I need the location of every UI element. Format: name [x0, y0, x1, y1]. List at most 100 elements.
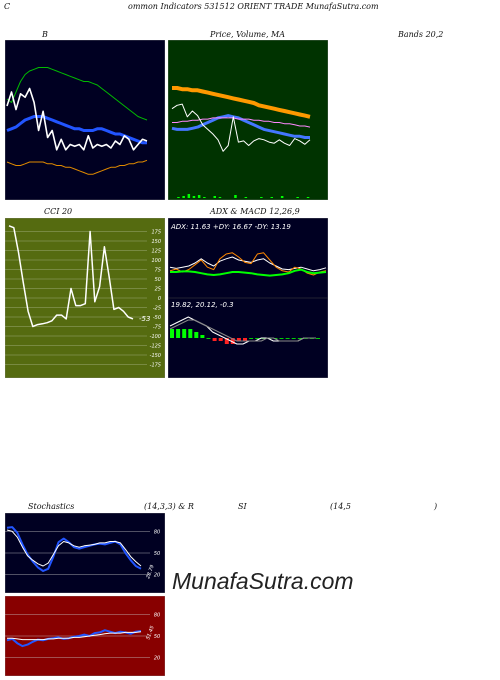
- rsi-tick-label: 80: [154, 612, 160, 618]
- price-ma_short-line: [172, 117, 311, 128]
- volume-bar: [306, 197, 310, 198]
- cci-tick-label: 125: [151, 249, 161, 255]
- cci-tick-label: 100: [151, 258, 161, 264]
- watermark: MunafaSutra.com: [172, 568, 354, 594]
- bb-middle-line: [6, 115, 147, 145]
- rsi-panel: 80 50 20 51.45: [5, 596, 165, 676]
- cci-tick-label: 150: [151, 239, 161, 245]
- volume-bar: [244, 197, 248, 198]
- price-ma_long-line: [172, 86, 311, 119]
- cci-last-value: -53: [139, 315, 150, 323]
- stoch-title-5: ): [434, 502, 438, 511]
- adx-title: ADX & MACD 12,26,9: [210, 207, 300, 216]
- macd-histogram-bar: [316, 338, 320, 339]
- rsi-last-value: 51.45: [145, 625, 156, 641]
- macd-label: 19.82, 20.12, -0.3: [171, 301, 234, 309]
- macd-histogram-bar: [170, 329, 174, 338]
- macd-histogram-bar: [279, 338, 284, 339]
- macd-histogram-bar: [200, 335, 205, 338]
- stoch-panel: 80 50 20 28.79: [5, 513, 165, 593]
- macd-histogram-bar: [182, 329, 187, 338]
- macd-histogram-bar: [188, 329, 193, 338]
- adx-label: ADX: 11.63 +DY: 16.67 -DY: 13.19: [170, 223, 291, 231]
- bands-title: Bands 20,2: [398, 30, 444, 39]
- cci-tick-label: 0: [158, 296, 161, 302]
- macd-histogram-bar: [212, 338, 217, 341]
- cci-tick-label: 25: [155, 287, 161, 293]
- cci-panel: 175 150 125 100 75 50 25 0 -25 -50 -75 -100 -125 -150…: [5, 218, 165, 378]
- cci-tick-label: -25: [153, 306, 161, 312]
- volume-bar: [177, 197, 180, 198]
- cci-tick-label: -50: [153, 315, 161, 321]
- stoch-title-4: (14,5: [330, 502, 351, 511]
- macd-histogram-bar: [255, 338, 260, 339]
- stoch-title-1: Stochastics: [28, 502, 75, 511]
- volume-bar: [260, 197, 263, 198]
- price-price-line: [171, 103, 311, 152]
- page-title: ommon Indicators 531512 ORIENT TRADE Mun…: [128, 2, 379, 11]
- volume-bar: [296, 197, 299, 198]
- macd-histogram-bar: [236, 338, 241, 341]
- macd-histogram-bar: [194, 332, 199, 338]
- volume-bar: [192, 196, 196, 198]
- volume-bar: [197, 195, 201, 198]
- header-left: C: [4, 2, 11, 11]
- bollinger-chart: [5, 40, 165, 200]
- adx-panel: ADX: 11.63 +DY: 16.67 -DY: 13.19 19.82, 2…: [168, 218, 328, 378]
- cci-tick-label: -125: [150, 344, 161, 350]
- adx-macd-chart: ADX: 11.63 +DY: 16.67 -DY: 13.19 19.82, 2…: [168, 218, 328, 378]
- stoch-tick-label: 80: [154, 529, 160, 535]
- volume-bar: [213, 196, 216, 198]
- cci-tick-label: 75: [155, 268, 161, 274]
- macd-histogram-bar: [224, 338, 229, 344]
- adx-minus_di-line: [170, 268, 327, 277]
- volume-bar: [187, 194, 191, 198]
- volume-bar: [234, 195, 237, 198]
- stoch-d-line: [6, 529, 142, 567]
- rsi-chart: 80 50 20 51.45: [5, 596, 165, 676]
- price-title: Price, Volume, MA: [210, 30, 286, 39]
- rsi-tick-label: 50: [154, 634, 160, 640]
- price-panel: [168, 40, 328, 200]
- macd-signal-line: [169, 319, 316, 342]
- bollinger-panel: [5, 40, 165, 200]
- cci-tick-label: -75: [153, 325, 161, 331]
- bb-title: B: [42, 30, 48, 39]
- macd-histogram-bar: [230, 338, 235, 344]
- cci-tick-label: -150: [150, 353, 161, 359]
- bb-price-line: [6, 87, 148, 151]
- rsi-ma-line: [7, 631, 142, 641]
- macd-histogram-bar: [176, 329, 181, 338]
- volume-bar: [182, 196, 185, 198]
- rsi-rsi-line: [6, 629, 142, 648]
- rsi-tick-label: 20: [154, 656, 160, 662]
- stoch-tick-label: 20: [154, 573, 160, 579]
- volume-bar: [218, 197, 222, 198]
- macd-histogram-bar: [297, 338, 302, 339]
- cci-tick-label: -175: [150, 363, 161, 369]
- macd-histogram-bar: [243, 338, 247, 341]
- adx-plus_di-line: [169, 252, 327, 276]
- volume-bar: [270, 197, 273, 198]
- macd-histogram-bar: [273, 338, 278, 339]
- stoch-title-3: SI: [238, 502, 247, 511]
- bb-lower-line: [6, 159, 148, 175]
- adx-adx-line: [169, 256, 327, 272]
- macd-histogram-bar: [249, 338, 254, 339]
- cci-line: [8, 225, 134, 328]
- volume-bar: [203, 197, 206, 198]
- cci-tick-label: -100: [150, 334, 161, 340]
- cci-chart: 175 150 125 100 75 50 25 0 -25 -50 -75 -100 -125 -150…: [5, 218, 165, 378]
- cci-tick-label: 50: [155, 277, 161, 283]
- cci-title: CCI 20: [44, 207, 73, 216]
- stoch-title-2: (14,3,3) & R: [144, 502, 194, 511]
- macd-histogram-bar: [206, 338, 211, 339]
- cci-tick-label: 175: [151, 230, 161, 236]
- bb-upper-line: [6, 67, 148, 121]
- volume-bar: [280, 196, 284, 198]
- stoch-tick-label: 50: [154, 551, 160, 557]
- macd-histogram-bar: [218, 338, 223, 341]
- macd-histogram-bar: [291, 338, 296, 339]
- macd-histogram-bar: [285, 338, 290, 339]
